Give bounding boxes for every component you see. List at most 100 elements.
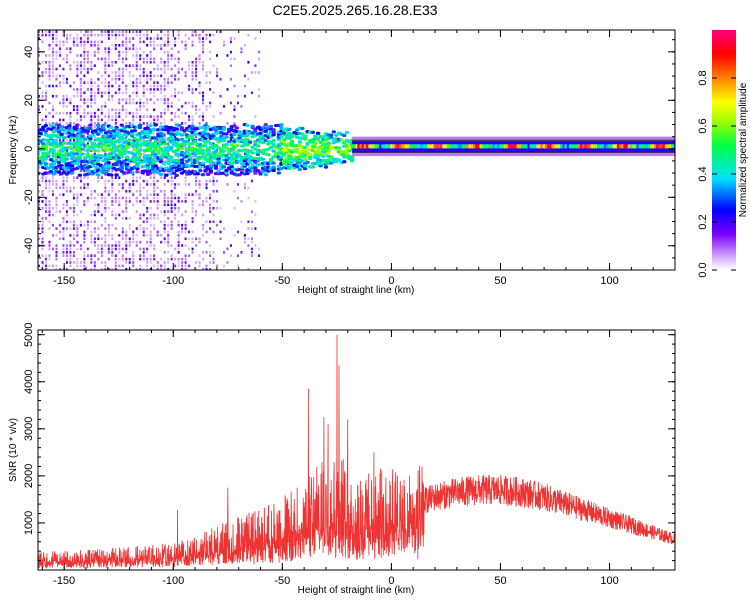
y-tick-label: -40 [23,238,35,254]
spectrogram-cell [62,40,65,44]
spectrogram-cell [263,129,268,133]
spectrogram-cell [97,251,100,254]
spectrogram-cell [156,268,159,270]
spectrogram-cell [198,84,201,88]
spectrogram-cell [90,44,93,47]
spectrogram-cell [43,164,49,168]
spectrogram-cell [93,54,96,57]
spectrogram-cell [198,91,201,95]
spectrogram-cell [170,196,173,200]
spectrogram-cell [170,94,173,98]
spectrogram-cell [177,234,180,237]
spectrogram-cell [107,64,110,67]
spectrogram-cell [72,40,75,44]
spectrogram-cell [167,217,170,220]
spectrogram-cell [125,203,128,207]
spectrogram-cell [202,213,205,217]
spectrogram-cell [86,81,89,84]
spectrogram-cell [72,227,75,230]
spectrogram-cell [62,227,65,230]
spectrogram-cell [125,115,128,118]
spectrogram-cell [76,40,79,44]
spectrogram-cell [289,139,295,144]
spectrogram-cell [149,183,152,186]
spectrogram-cell [86,186,89,190]
spectrogram-cell [305,160,310,164]
spectrogram-cell [137,123,143,127]
spectrogram-cell [97,71,100,74]
spectrogram-cell [90,149,93,152]
spectrogram-cell [44,115,47,118]
spectrogram-cell [222,40,225,44]
spectrogram-cell [250,220,253,224]
spectrogram-cell [107,37,110,40]
spectrogram-cell [221,126,227,130]
spectrogram-cell [153,122,156,125]
spectrogram-cell [188,237,191,241]
spectrogram-cell [114,74,117,78]
spectrogram-cell [170,257,173,261]
spectrogram-cell [90,230,93,234]
spectrogram-cell [294,165,300,169]
spectrogram-cell [90,196,93,200]
spectrogram-cell [104,220,107,224]
spectrogram-cell [160,264,163,268]
spectrogram-cell [179,126,185,130]
spectrogram-cell [167,84,170,88]
spectrogram-cell [167,64,170,67]
spectrogram-cell [107,74,110,78]
spectrogram-cell [236,94,239,98]
spectrogram-cell [195,261,198,264]
spectrogram-cell [72,251,75,254]
spectrogram-cell [184,176,187,179]
spectrogram-cell [38,60,40,64]
spectrogram-cell [65,105,68,108]
spectrogram-cell [250,145,255,149]
spectrogram-cell [195,244,198,247]
spectrogram-cell [79,220,82,224]
spectrogram-cell [118,50,121,54]
spectrogram-cell [142,257,145,261]
spectrogram-cell [125,247,128,251]
spectrogram-cell [137,126,143,130]
spectrogram-cell [107,257,110,261]
spectrogram-cell [48,33,51,37]
spectrogram-cell [76,118,79,122]
spectrogram-cell [65,179,68,183]
spectrogram-cell [213,149,219,153]
spectrogram-cell [313,134,318,138]
spectrogram-cell [250,151,255,155]
spectrogram-cell [181,244,184,247]
spectrogram-cell [188,193,191,196]
spectrogram-cell [349,158,355,162]
spectrogram-cell [107,223,110,227]
spectrogram-cell [72,145,75,149]
spectrogram-cell [169,135,174,139]
spectrogram-cell [58,54,61,57]
spectrogram-cell [79,88,82,91]
spectrogram-cell [205,108,208,112]
spectrogram-cell [132,254,135,258]
spectrogram-cell [41,254,44,258]
spectrogram-cell [118,84,121,88]
spectrogram-cell [247,161,253,165]
spectrogram-cell [209,88,212,91]
spectrogram-cell [44,261,47,264]
spectrogram-cell [177,247,180,251]
spectrogram-cell [167,203,170,207]
spectrogram-cell [163,94,166,98]
spectrogram-cell [247,237,250,241]
spectrogram-cell [184,227,187,230]
spectrogram-cell [170,118,173,122]
spectrogram-cell [107,244,110,247]
spectrogram-cell [184,210,187,213]
spectrogram-cell [342,160,347,164]
spectrogram-cell [195,33,198,37]
spectrogram-cell [149,172,152,176]
spectrogram-cell [150,166,156,170]
spectrogram-cell [86,142,89,146]
spectrogram-cell [236,230,239,234]
spectrogram-cell [125,257,128,261]
spectrogram-cell [139,108,142,112]
spectrogram-cell [62,33,65,37]
